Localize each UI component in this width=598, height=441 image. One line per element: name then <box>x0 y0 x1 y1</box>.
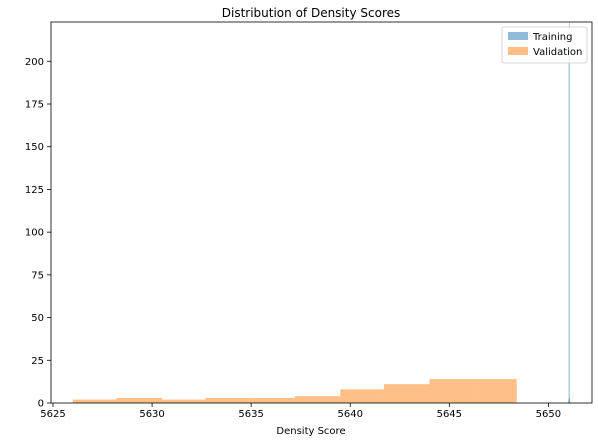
bar-validation-9 <box>473 379 517 403</box>
x-axis: 5625 5630 5635 5640 5645 5650 <box>40 403 561 420</box>
bar-validation-2 <box>161 399 206 403</box>
x-tick-label: 5635 <box>238 409 263 420</box>
x-tick-label: 5650 <box>536 409 561 420</box>
legend-label-training: Training <box>532 32 572 43</box>
y-tick-label: 200 <box>25 57 44 68</box>
bar-training-2 <box>569 22 570 403</box>
x-tick-label: 5625 <box>40 409 65 420</box>
bar-validation-8 <box>429 379 474 403</box>
y-tick-label: 100 <box>25 228 44 239</box>
legend-label-validation: Validation <box>533 47 582 58</box>
y-tick-label: 25 <box>31 356 44 367</box>
bar-validation-0 <box>72 399 117 403</box>
x-tick-label: 5645 <box>437 409 462 420</box>
y-tick-label: 0 <box>38 399 44 410</box>
bar-validation-6 <box>340 389 384 403</box>
bars-layer <box>72 22 571 404</box>
y-tick-label: 125 <box>25 185 44 196</box>
bar-validation-4 <box>251 397 295 403</box>
bar-validation-1 <box>116 397 162 403</box>
chart-title: Distribution of Density Scores <box>222 6 401 20</box>
legend-swatch-training <box>508 32 528 40</box>
legend: Training Validation <box>501 26 588 64</box>
bar-training-1 <box>568 44 570 404</box>
bar-validation-3 <box>205 397 252 403</box>
x-tick-label: 5630 <box>139 409 164 420</box>
y-axis: 0 25 50 75 100 125 150 175 200 <box>25 57 51 410</box>
bar-training-0 <box>568 399 569 403</box>
bar-validation-5 <box>294 396 341 403</box>
plot-area <box>50 21 593 404</box>
y-tick-label: 150 <box>25 142 44 153</box>
bar-training-4 <box>569 401 571 403</box>
legend-swatch-validation <box>508 47 528 55</box>
y-tick-label: 50 <box>31 313 44 324</box>
y-tick-label: 175 <box>25 100 44 111</box>
x-axis-label: Density Score <box>276 426 345 437</box>
axes-frame <box>50 21 593 404</box>
x-tick-label: 5640 <box>338 409 363 420</box>
bar-validation-7 <box>383 384 430 403</box>
bar-training-3 <box>569 397 571 403</box>
y-tick-label: 75 <box>31 270 44 281</box>
